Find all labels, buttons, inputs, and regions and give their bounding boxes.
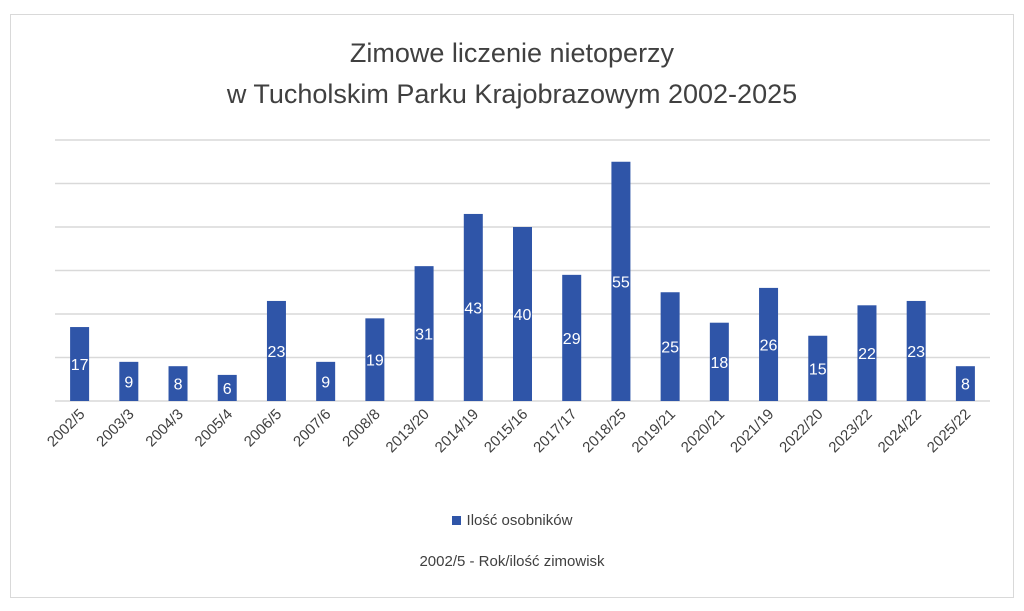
- bar: [463, 213, 483, 401]
- x-tick-label: 2015/16: [481, 406, 531, 456]
- bar: [857, 305, 877, 401]
- x-tick-label: 2004/3: [142, 406, 186, 450]
- x-tick-label: 2005/4: [192, 406, 236, 450]
- data-label: 8: [174, 377, 183, 394]
- x-tick-label: 2003/3: [93, 406, 137, 450]
- bar: [759, 287, 779, 401]
- data-label: 17: [71, 357, 89, 374]
- bar: [562, 274, 582, 401]
- data-label: 22: [858, 346, 876, 363]
- data-label: 9: [321, 374, 330, 391]
- data-label: 29: [563, 331, 581, 348]
- data-label: 55: [612, 274, 630, 291]
- data-label: 8: [961, 377, 970, 394]
- data-label: 19: [366, 353, 384, 370]
- footnote: 2002/5 - Rok/ilość zimowisk: [419, 553, 605, 570]
- x-tick-label: 2017/17: [530, 406, 580, 456]
- x-tick-label: 2022/20: [776, 406, 826, 456]
- bar: [168, 366, 188, 401]
- x-tick-label: 2013/20: [383, 406, 433, 456]
- x-tick-label: 2025/22: [924, 406, 974, 456]
- x-tick-label: 2006/5: [241, 406, 285, 450]
- bar: [266, 300, 286, 401]
- data-label: 18: [710, 355, 728, 372]
- bar: [119, 361, 139, 401]
- x-tick-label: 2019/21: [629, 406, 679, 456]
- data-label: 26: [760, 337, 778, 354]
- bar: [217, 374, 237, 401]
- data-label: 40: [514, 307, 532, 324]
- bar: [70, 327, 90, 401]
- x-tick-label: 2002/5: [44, 406, 88, 450]
- data-label: 9: [124, 374, 133, 391]
- bar: [414, 266, 434, 401]
- x-tick-label: 2014/19: [432, 406, 482, 456]
- data-label: 23: [907, 344, 925, 361]
- x-tick-label: 2023/22: [825, 406, 875, 456]
- x-tick-label: 2018/25: [579, 406, 629, 456]
- chart-frame: [10, 14, 1014, 598]
- bar: [906, 300, 926, 401]
- legend-label: Ilość osobników: [466, 512, 573, 529]
- chart-title-line-1: Zimowe liczenie nietoperzy: [349, 38, 675, 68]
- data-label: 23: [268, 344, 286, 361]
- data-label: 31: [415, 327, 433, 344]
- data-label: 25: [661, 340, 679, 357]
- bar: [709, 322, 729, 401]
- legend: Ilość osobników: [0, 512, 1024, 529]
- bar: [316, 361, 336, 401]
- x-tick-label: 2024/22: [875, 406, 925, 456]
- data-label: 43: [464, 300, 482, 317]
- bar: [660, 292, 680, 401]
- chart-title-line-2: w Tucholskim Parku Krajobrazowym 2002-20…: [226, 79, 798, 109]
- x-tick-label: 2020/21: [678, 406, 728, 456]
- data-label: 6: [223, 381, 232, 398]
- data-label: 15: [809, 361, 827, 378]
- bar: [808, 335, 828, 401]
- bar: [611, 161, 631, 401]
- bar: [365, 318, 385, 401]
- x-tick-label: 2021/19: [727, 406, 777, 456]
- legend-swatch: [451, 516, 461, 525]
- bar: [955, 366, 975, 401]
- bar: [513, 227, 532, 401]
- x-tick-label: 2007/6: [290, 406, 334, 450]
- x-tick-label: 2008/8: [339, 406, 383, 450]
